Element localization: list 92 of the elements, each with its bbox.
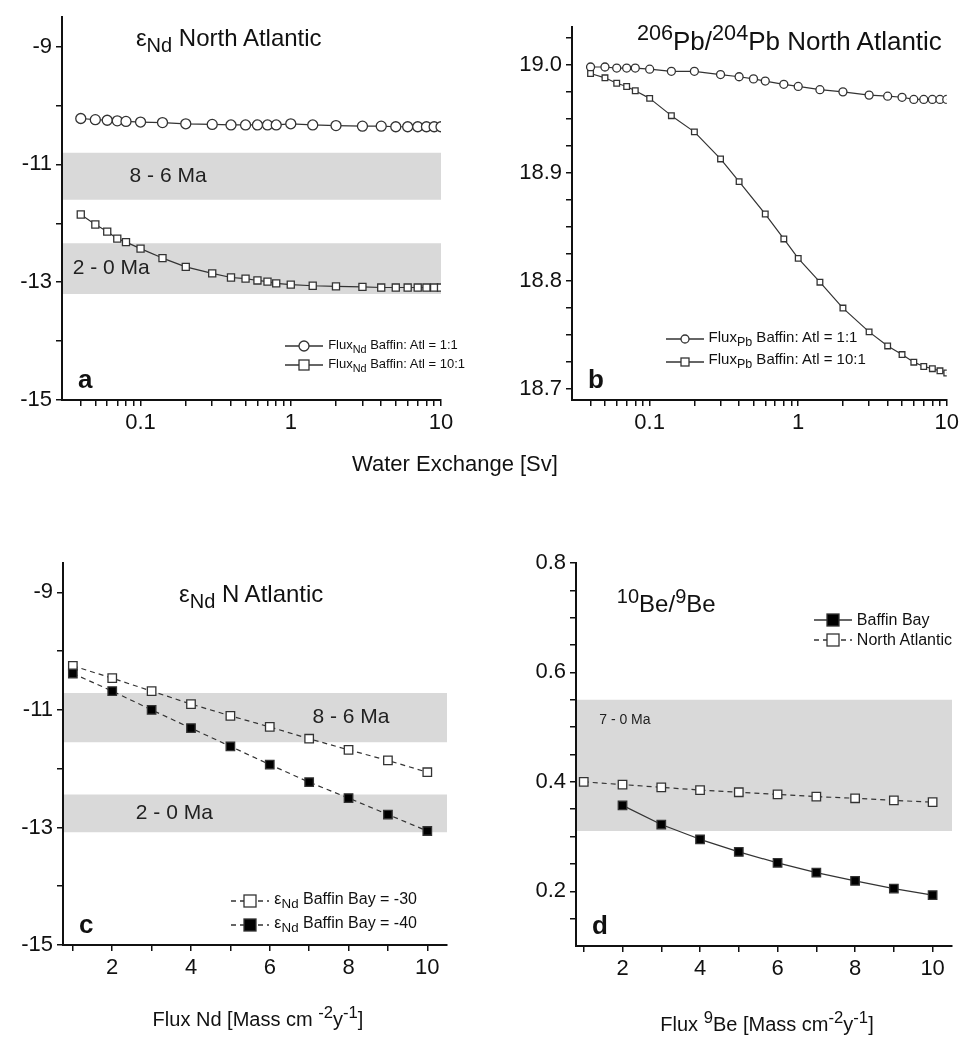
point bbox=[146, 686, 157, 697]
point bbox=[656, 819, 667, 830]
point bbox=[225, 741, 236, 752]
point bbox=[304, 733, 315, 744]
y-tick-label: 18.8 bbox=[519, 267, 562, 293]
y-tick-label: 18.9 bbox=[519, 159, 562, 185]
y-tick-label: -15 bbox=[20, 386, 52, 412]
point bbox=[850, 793, 860, 804]
point bbox=[888, 883, 899, 894]
x-axis-title: Flux Nd [Mass cm $^{-2}$y$^{-1}$] bbox=[152, 1003, 364, 1030]
point bbox=[578, 776, 589, 787]
point bbox=[422, 767, 433, 778]
x-tick-label: 1 bbox=[792, 409, 805, 435]
x-tick-label: 2 bbox=[106, 954, 119, 980]
y-tick-label: 0.4 bbox=[535, 767, 566, 793]
point bbox=[695, 785, 705, 795]
point bbox=[888, 795, 899, 806]
point bbox=[733, 787, 744, 798]
text: ε$_{Nd}$ N Atlantic bbox=[178, 580, 324, 612]
point bbox=[383, 755, 393, 766]
legend-label: Flux$_{Nd}$ Baffin: Atl = 1:1 bbox=[328, 336, 458, 356]
x-tick-label: 2 bbox=[616, 955, 629, 981]
x-tick-label: 10 bbox=[428, 409, 454, 435]
band-label: 7 - 0 Ma bbox=[599, 710, 651, 727]
point bbox=[107, 673, 118, 684]
y-tick-label: 0.8 bbox=[535, 549, 566, 575]
point bbox=[67, 668, 78, 679]
annotation: b bbox=[588, 364, 604, 395]
legend-label: Baffin Bay bbox=[856, 610, 930, 630]
text: $^{10}$Be/$^{9}$Be bbox=[616, 585, 716, 617]
x-axis-title: Flux $^{9}$Be [Mass cm$^{-2}$y$^{-1}$] bbox=[660, 1008, 874, 1035]
y-tick-label: 18.7 bbox=[519, 375, 562, 401]
y-tick-label: -9 bbox=[33, 578, 53, 604]
y-tick-label: 0.6 bbox=[535, 658, 566, 684]
chart-title: $^{206}$Pb/$^{204}$Pb North Atlantic bbox=[636, 20, 942, 56]
point bbox=[383, 809, 393, 820]
x-tick-label: 0.1 bbox=[634, 409, 665, 435]
x-tick-label: 6 bbox=[263, 954, 276, 980]
y-tick-label: -11 bbox=[21, 150, 52, 176]
point bbox=[927, 890, 938, 901]
point bbox=[304, 777, 315, 788]
x-tick-label: 4 bbox=[184, 954, 198, 980]
legend-label: Flux$_{Pb}$ Baffin: Atl = 1:1 bbox=[708, 327, 858, 351]
y-tick-label: 19.0 bbox=[519, 50, 562, 76]
y-tick-label: -15 bbox=[21, 931, 53, 957]
point bbox=[811, 791, 822, 802]
x-tick-label: 6 bbox=[771, 955, 784, 981]
point bbox=[264, 759, 275, 770]
y-tick-label: -11 bbox=[22, 695, 53, 721]
legend-label: North Atlantic bbox=[856, 630, 952, 650]
point bbox=[343, 793, 354, 803]
annotation: d bbox=[592, 910, 608, 941]
point bbox=[695, 834, 705, 845]
legend-label: ε$_{Nd}$ Baffin Bay = -40 bbox=[274, 913, 417, 937]
x-tick-label: 4 bbox=[693, 955, 707, 981]
y-tick-label: -13 bbox=[20, 268, 52, 294]
point bbox=[811, 867, 822, 878]
band-label: 2 - 0 Ma bbox=[135, 800, 214, 824]
point bbox=[225, 710, 236, 721]
point bbox=[146, 705, 157, 715]
annotation: c bbox=[79, 909, 94, 940]
point bbox=[186, 699, 196, 709]
x-tick-label: 0.1 bbox=[125, 409, 156, 435]
legend-label: ε$_{Nd}$ Baffin Bay = -30 bbox=[274, 889, 417, 914]
point bbox=[422, 826, 433, 836]
x-axis-title: Water Exchange [Sv] bbox=[352, 451, 558, 476]
x-tick-label: 10 bbox=[934, 409, 960, 435]
chart-title: ε$_{Nd}$ North Atlantic bbox=[135, 24, 322, 56]
y-tick-label: -9 bbox=[32, 32, 52, 58]
x-tick-label: 1 bbox=[284, 409, 297, 435]
band-label: 8 - 6 Ma bbox=[129, 163, 207, 187]
x-tick-label: 8 bbox=[342, 954, 355, 980]
point bbox=[107, 686, 118, 697]
point bbox=[343, 744, 354, 755]
point bbox=[656, 782, 667, 793]
point bbox=[617, 800, 628, 811]
point bbox=[850, 876, 860, 886]
x-tick-label: 8 bbox=[848, 955, 862, 981]
annotation: a bbox=[78, 364, 93, 395]
x-tick-label: 10 bbox=[415, 954, 440, 980]
band-label: 2 - 0 Ma bbox=[72, 255, 151, 279]
legend-label: Flux$_{Pb}$ Baffin: Atl = 10:1 bbox=[708, 350, 866, 373]
point bbox=[772, 857, 783, 868]
point bbox=[264, 722, 275, 732]
band-label: 8 - 6 Ma bbox=[312, 704, 390, 728]
y-tick-label: -13 bbox=[21, 813, 53, 839]
point bbox=[927, 797, 938, 807]
y-tick-label: 0.2 bbox=[535, 877, 566, 903]
x-tick-label: 10 bbox=[920, 955, 945, 981]
point bbox=[186, 723, 196, 734]
legend-label: Flux$_{Nd}$ Baffin: Atl = 10:1 bbox=[328, 355, 465, 375]
point bbox=[733, 847, 744, 857]
